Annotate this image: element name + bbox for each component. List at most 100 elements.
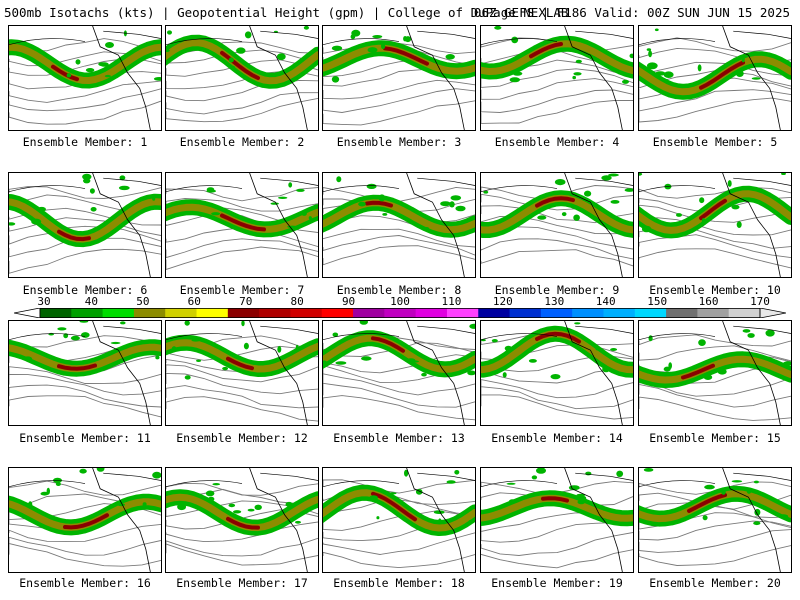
ensemble-panel-10[interactable] [638,172,792,278]
colorbar-swatch [40,308,72,318]
colorbar-swatch [540,308,573,318]
height-contour [9,100,161,125]
ensemble-panel-6[interactable] [8,172,162,278]
isotach-patch [648,335,653,342]
ensemble-panel-11[interactable] [8,320,162,426]
isotach-patch [155,355,160,360]
northern-coastline [323,38,400,46]
isotach-patch [96,468,105,472]
isotach-patch [331,45,343,51]
coastline [92,173,151,277]
ensemble-panel-9[interactable] [480,172,634,278]
isotach-patch [783,361,791,366]
isotach-patch [455,205,466,212]
isotach-patch [208,496,215,502]
ensemble-panel-15[interactable] [638,320,792,426]
height-contour [323,382,475,408]
ensemble-panel-13[interactable] [322,320,476,426]
ensemble-panel-12[interactable] [165,320,319,426]
isotach-patch [676,213,682,217]
ensemble-panel-2[interactable] [165,25,319,131]
isotach-patch [646,48,652,51]
ensemble-panel-8[interactable] [322,172,476,278]
forecast-map [481,26,633,130]
colorbar-swatch [353,308,385,318]
isotach-patch [288,182,293,188]
height-contour [639,97,791,123]
isotach-patch [270,202,279,205]
coastline [406,26,465,130]
ensemble-panel-3[interactable] [322,25,476,131]
colorbar-swatch [666,308,698,318]
isotach-patch [295,344,299,352]
isotach-patch [573,72,582,76]
coastline [249,26,308,130]
isotach-patch [358,201,366,207]
isotach-patch [483,190,489,194]
isotach-patch [332,332,339,337]
isotach-patch [211,212,221,216]
ensemble-panel-17[interactable] [165,467,319,573]
isotach-patch [573,214,580,221]
country-border [260,30,318,39]
jet-core-maximum [371,491,417,522]
isotach-patch [378,194,386,202]
ensemble-panel-5[interactable] [638,25,792,131]
isotach-patch [643,468,654,472]
isotach-patch [171,346,177,351]
jet-core-maximum [529,42,563,59]
country-border [103,325,161,334]
isotach-patch [228,57,234,63]
jet-core-maximum [51,64,79,82]
ensemble-label-17: Ensemble Member: 17 [176,576,308,590]
colorbar-swatch [697,308,730,318]
jet-core-maximum [226,516,260,530]
colorbar-tick-label: 90 [341,295,356,308]
isotach-patch [277,346,282,353]
isotach-patch [48,332,54,336]
isotach-patch [721,489,726,495]
isotach-patch [731,204,740,210]
isotach-patch [85,68,95,73]
isotach-patch [366,183,377,189]
isotach-patch [152,197,156,201]
isotach-patch [433,510,445,514]
ensemble-label-7: Ensemble Member: 7 [179,283,305,297]
isotach-patch [104,74,111,78]
forecast-map [639,26,791,130]
isotach-patch [622,79,629,84]
isotach-patch [741,56,745,63]
height-contour [639,383,791,408]
coastline [564,468,623,572]
height-contour [639,529,791,553]
forecast-map [323,26,475,130]
ensemble-panel-7[interactable] [165,172,319,278]
ensemble-panel-1[interactable] [8,25,162,131]
northern-coastline [481,38,558,46]
isotach-patch [506,482,516,485]
isotach-patch [747,333,755,338]
isotach-patch [717,368,727,375]
country-border [575,472,633,481]
isotach-patch [117,503,126,507]
coastline [564,26,623,130]
isotach-patch [554,179,566,186]
colorbar-swatch [71,308,104,318]
northern-coastline [323,480,400,488]
coastline [92,26,151,130]
ensemble-panel-18[interactable] [322,467,476,573]
ensemble-panel-14[interactable] [480,320,634,426]
height-contour [639,37,791,52]
height-contour [9,225,161,245]
ensemble-panel-19[interactable] [480,467,634,573]
forecast-map [323,468,475,572]
isotach-patch [285,501,293,507]
ensemble-panel-20[interactable] [638,467,792,573]
isotach-patch [79,468,87,474]
height-contour [639,187,791,199]
colorbar-swatch [478,308,511,318]
ensemble-panel-16[interactable] [8,467,162,573]
jet-core-maximum [699,198,727,221]
isotach-patch [382,213,388,216]
ensemble-panel-4[interactable] [480,25,634,131]
